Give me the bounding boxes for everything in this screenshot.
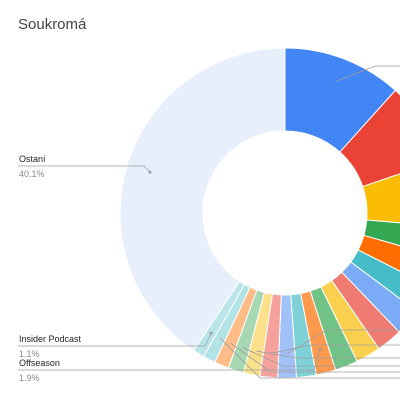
slice-label-name: Offseason [19,358,60,368]
leader-dot [209,331,213,335]
labels-layer: Offseason 1.9% Insider Podcast 1.1% Ostaní 40… [18,65,400,383]
slice-label-percent: 40.1% [19,169,45,179]
leader-line [18,332,212,347]
leader-line [219,337,400,379]
leader-line [230,342,400,373]
leader-line [286,329,400,355]
leader-line [18,165,151,173]
pie-slice[interactable] [119,47,286,352]
slice-label: Insider Podcast 1.1% [18,331,213,359]
pie-slice[interactable] [361,160,400,227]
slice-label-name: Ostaní [19,154,46,164]
leader-line [335,65,400,82]
slice-label-name: Insider Podcast [19,334,82,344]
leader-dot [148,170,152,174]
leader-line [271,344,400,354]
slices-layer [119,47,400,379]
leader-dot [318,348,322,352]
leader-line [18,349,321,371]
slice-label-percent: 1.9% [19,373,40,383]
slice-label: Ostaní 40.1% [18,154,152,179]
slice-label-percent: 1.1% [19,349,40,359]
pie-slice[interactable] [339,89,400,188]
slice-label: Offseason 1.9% [18,348,322,383]
chart-title: Soukromá [18,16,87,33]
leader-line [256,350,400,359]
leader-line [242,347,400,367]
